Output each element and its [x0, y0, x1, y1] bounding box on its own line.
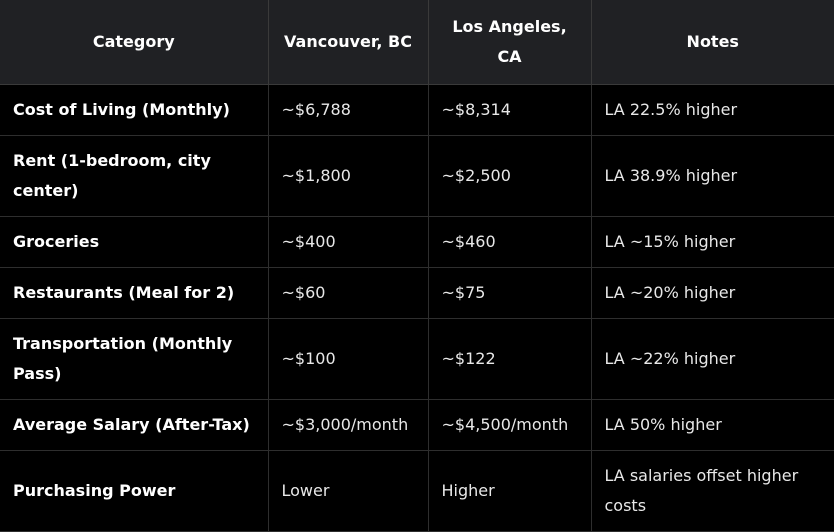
- los-angeles-cell: ~$4,500/month: [428, 399, 592, 451]
- table-row: Rent (1-bedroom, city center) ~$1,800 ~$…: [0, 135, 834, 217]
- vancouver-cell: ~$400: [268, 216, 429, 268]
- vancouver-cell: ~$1,800: [268, 135, 429, 217]
- los-angeles-cell: ~$75: [428, 267, 592, 319]
- category-cell: Groceries: [0, 216, 269, 268]
- table-row: Groceries ~$400 ~$460 LA ~15% higher: [0, 216, 834, 268]
- notes-cell: LA salaries offset higher costs: [591, 450, 834, 532]
- notes-cell: LA 50% higher: [591, 399, 834, 451]
- notes-cell: LA ~20% higher: [591, 267, 834, 319]
- vancouver-cell: ~$6,788: [268, 84, 429, 136]
- vancouver-cell: Lower: [268, 450, 429, 532]
- table-row: Cost of Living (Monthly) ~$6,788 ~$8,314…: [0, 84, 834, 136]
- table-row: Purchasing Power Lower Higher LA salarie…: [0, 450, 834, 532]
- table-row: Average Salary (After-Tax) ~$3,000/month…: [0, 399, 834, 451]
- category-cell: Cost of Living (Monthly): [0, 84, 269, 136]
- notes-cell: LA 22.5% higher: [591, 84, 834, 136]
- category-cell: Average Salary (After-Tax): [0, 399, 269, 451]
- header-category: Category: [0, 0, 269, 85]
- vancouver-cell: ~$100: [268, 318, 429, 400]
- notes-cell: LA ~22% higher: [591, 318, 834, 400]
- category-cell: Transportation (Monthly Pass): [0, 318, 269, 400]
- los-angeles-cell: ~$8,314: [428, 84, 592, 136]
- category-cell: Purchasing Power: [0, 450, 269, 532]
- los-angeles-cell: ~$460: [428, 216, 592, 268]
- los-angeles-cell: ~$122: [428, 318, 592, 400]
- header-vancouver: Vancouver, BC: [268, 0, 429, 85]
- table-row: Restaurants (Meal for 2) ~$60 ~$75 LA ~2…: [0, 267, 834, 319]
- notes-cell: LA 38.9% higher: [591, 135, 834, 217]
- category-cell: Rent (1-bedroom, city center): [0, 135, 269, 217]
- los-angeles-cell: Higher: [428, 450, 592, 532]
- category-cell: Restaurants (Meal for 2): [0, 267, 269, 319]
- los-angeles-cell: ~$2,500: [428, 135, 592, 217]
- notes-cell: LA ~15% higher: [591, 216, 834, 268]
- header-notes: Notes: [591, 0, 834, 85]
- vancouver-cell: ~$3,000/month: [268, 399, 429, 451]
- table-row: Transportation (Monthly Pass) ~$100 ~$12…: [0, 318, 834, 400]
- vancouver-cell: ~$60: [268, 267, 429, 319]
- header-los-angeles: Los Angeles, CA: [428, 0, 592, 85]
- header-row: Category Vancouver, BC Los Angeles, CA N…: [0, 0, 834, 85]
